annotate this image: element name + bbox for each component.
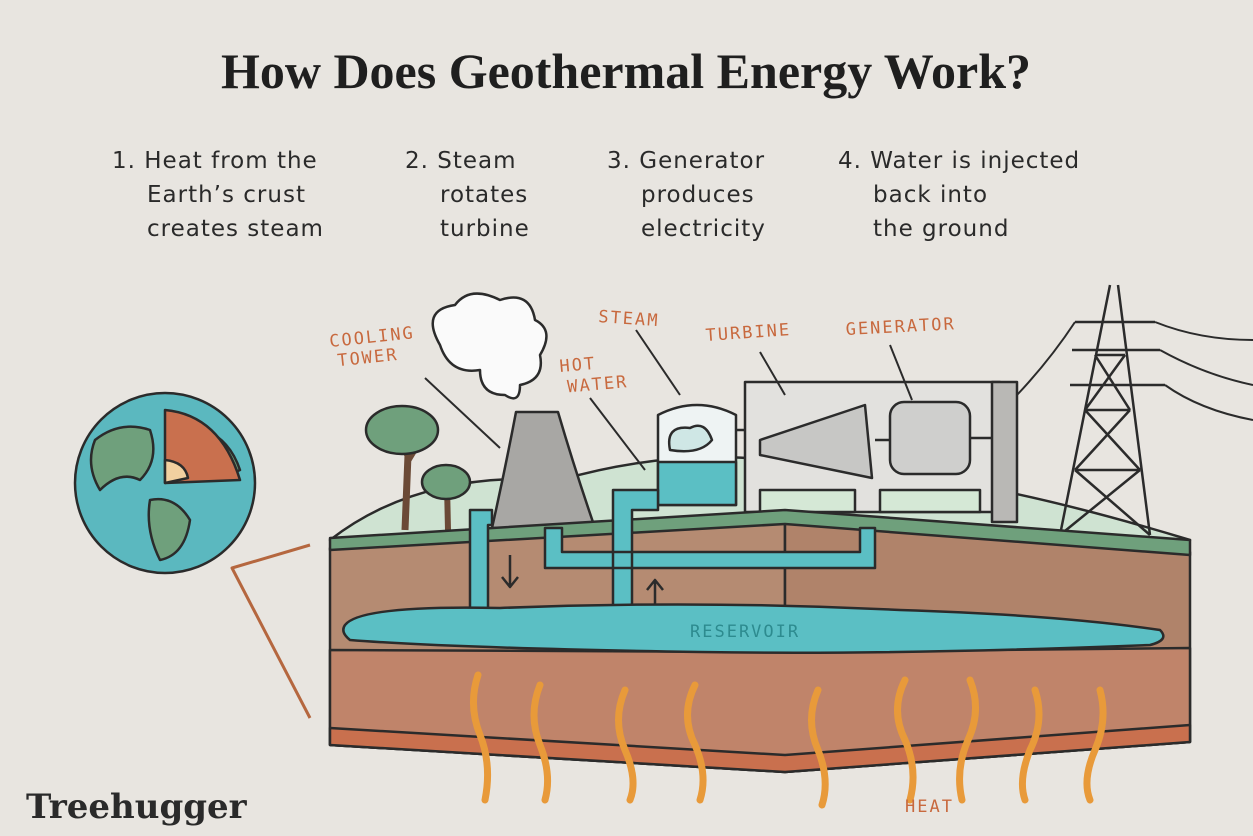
step-text: turbine	[440, 216, 530, 242]
base	[880, 490, 980, 512]
step-text: 1. Heat from the	[112, 148, 318, 174]
infographic: How Does Geothermal Energy Work?	[0, 0, 1253, 836]
title: How Does Geothermal Energy Work?	[221, 43, 1031, 99]
step-text: creates steam	[147, 216, 324, 242]
label: HEAT	[905, 797, 954, 817]
brand: Treehugger	[26, 787, 248, 827]
tree	[422, 465, 470, 499]
generator	[890, 402, 970, 474]
step-text: 3. Generator	[607, 148, 765, 174]
step-text: the ground	[873, 216, 1009, 242]
step-text: 2. Steam	[405, 148, 517, 174]
powerhouse-wall	[992, 382, 1017, 522]
base	[760, 490, 855, 512]
label: HOT	[559, 354, 597, 377]
label: RESERVOIR	[690, 622, 800, 642]
step-text: rotates	[440, 182, 528, 208]
step-text: back into	[873, 182, 988, 208]
label: STEAM	[598, 307, 660, 331]
step-text: Earth’s crust	[147, 182, 306, 208]
tree	[366, 406, 438, 454]
step-text: electricity	[641, 216, 766, 242]
step-text: produces	[641, 182, 755, 208]
tank-water	[658, 462, 736, 505]
step-text: 4. Water is injected	[838, 148, 1080, 174]
